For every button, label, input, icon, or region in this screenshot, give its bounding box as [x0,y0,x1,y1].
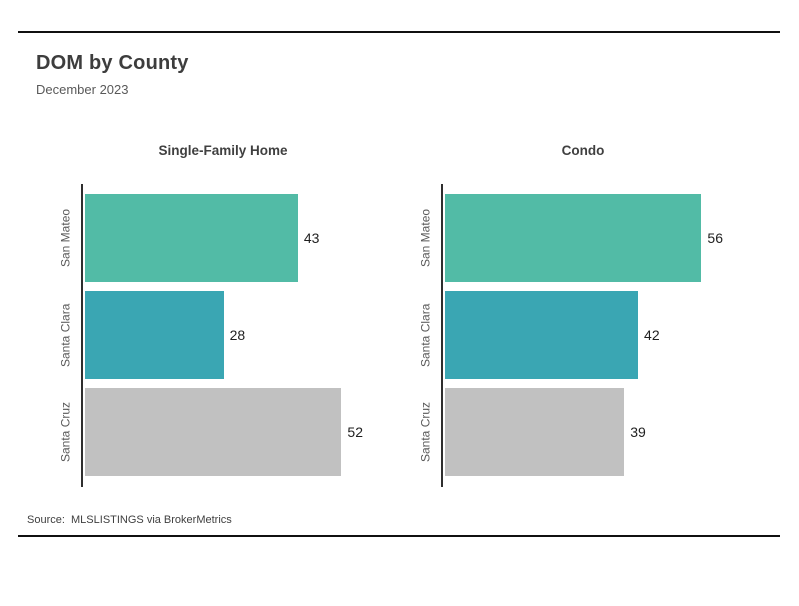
chart-title-condo: Condo [561,143,605,158]
bar-track-santa-cruz: 52 [83,388,363,476]
value-label-santa-cruz: 39 [630,424,646,440]
bar-row-santa-clara: Santa Clara 42 [408,291,723,379]
category-label-santa-cruz: Santa Cruz [58,401,73,463]
source-note: Source: MLSLISTINGS via BrokerMetrics [27,514,232,526]
bar-track-santa-clara: 42 [443,291,723,379]
category-label-san-mateo: San Mateo [58,208,73,268]
bar-row-santa-clara: Santa Clara 28 [48,291,363,379]
category-label-santa-cruz: Santa Cruz [418,401,433,463]
category-label-san-mateo: San Mateo [418,208,433,268]
value-label-san-mateo: 43 [303,230,320,246]
y-axis-line [81,184,83,487]
chart-title-single-family-home: Single-Family Home [158,143,288,158]
category-label-santa-clara: Santa Clara [418,303,433,367]
bar-track-san-mateo: 43 [83,194,363,282]
charts-container: Single-Family Home San Mateo 43 Santa Clara… [48,143,799,487]
page-title: DOM by County [36,52,189,74]
y-axis-line [441,184,443,487]
bar-santa-clara [445,291,639,379]
bar-row-san-mateo: San Mateo 43 [48,194,363,282]
plot-area-condo: San Mateo 56 Santa Clara 42 Santa Cruz 39 [408,184,723,487]
value-label-santa-clara: 28 [229,327,246,343]
page-subtitle: December 2023 [36,82,129,97]
bar-santa-cruz [85,388,342,476]
bar-track-santa-cruz: 39 [443,388,723,476]
value-label-santa-cruz: 52 [347,424,363,440]
bar-track-san-mateo: 56 [443,194,723,282]
value-label-san-mateo: 56 [707,230,723,246]
bar-row-san-mateo: San Mateo 56 [408,194,723,282]
bar-rows: San Mateo 43 Santa Clara 28 Santa Cruz 52 [48,194,363,476]
bar-row-santa-cruz: Santa Cruz 39 [408,388,723,476]
bar-san-mateo [85,194,298,282]
chart-panel-condo: Condo San Mateo 56 Santa Clara 42 Santa Cruz 3… [408,143,723,487]
category-label-santa-clara: Santa Clara [58,303,73,367]
bar-santa-clara [85,291,224,379]
plot-area-single-family-home: San Mateo 43 Santa Clara 28 Santa Cruz 52 [48,184,363,487]
bar-row-santa-cruz: Santa Cruz 52 [48,388,363,476]
bar-san-mateo [445,194,702,282]
chart-panel-single-family-home: Single-Family Home San Mateo 43 Santa Clara… [48,143,363,487]
bar-santa-cruz [445,388,625,476]
report-page: DOM by County December 2023 Single-Famil… [0,31,799,537]
top-rule [18,31,780,33]
bottom-rule [18,535,780,537]
bar-rows: San Mateo 56 Santa Clara 42 Santa Cruz 39 [408,194,723,476]
bar-track-santa-clara: 28 [83,291,363,379]
value-label-santa-clara: 42 [644,327,660,343]
